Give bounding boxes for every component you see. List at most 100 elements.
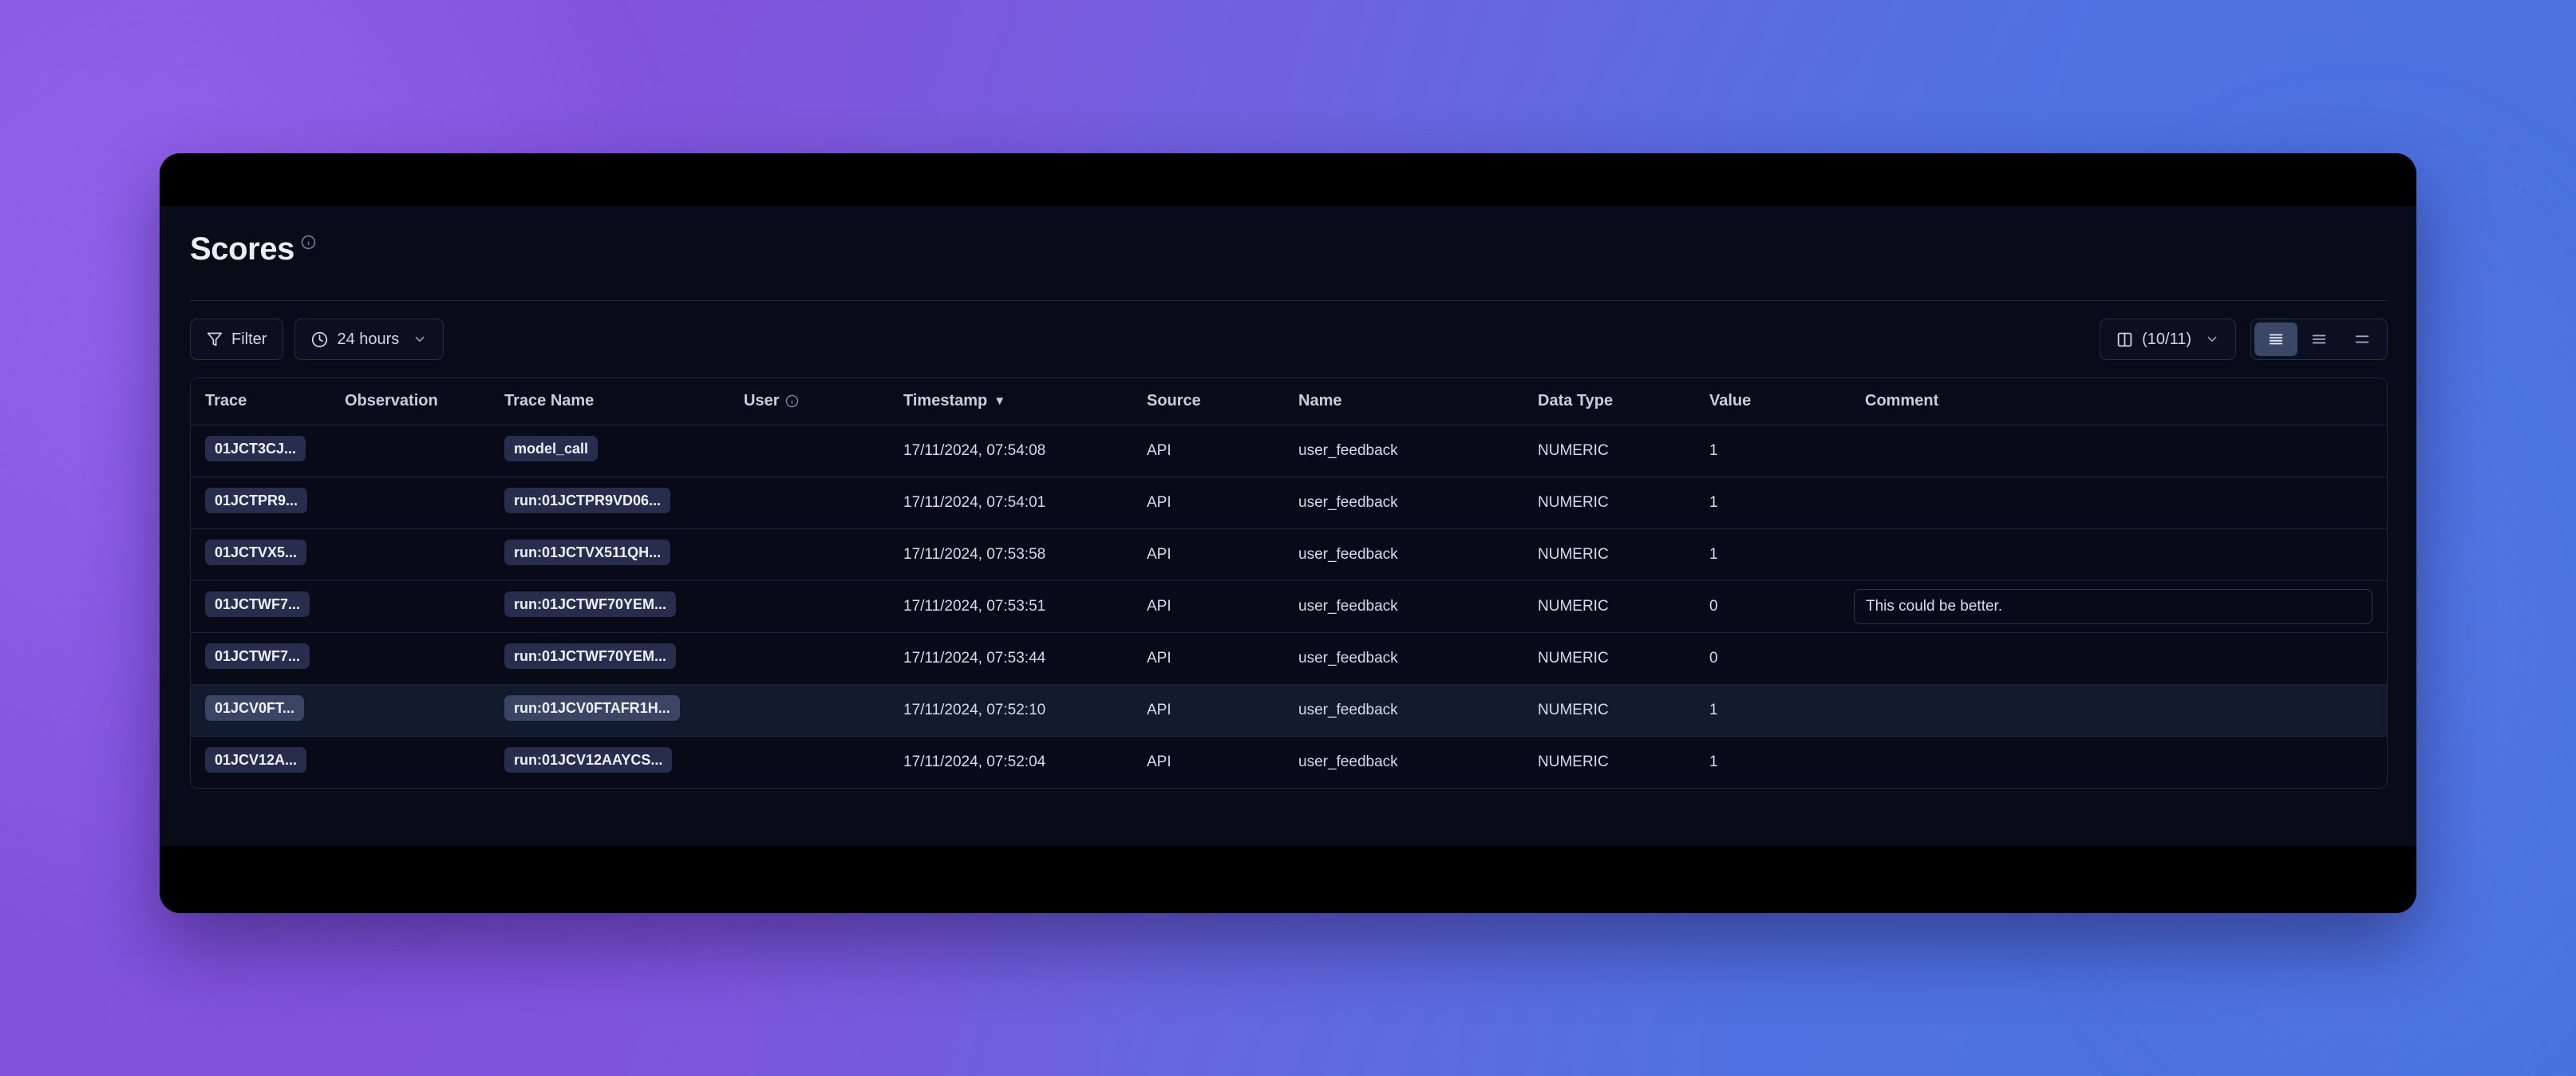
table-body: 01JCT3CJ... model_call 17/11/2024, 07:54:0… bbox=[191, 425, 2387, 788]
title-row: Scores bbox=[190, 233, 2388, 286]
column-header-name[interactable]: Name bbox=[1284, 378, 1523, 425]
data_type-value: NUMERIC bbox=[1538, 597, 1609, 615]
rows-medium-icon bbox=[2310, 330, 2328, 348]
table-cell-trace_name: run:01JCTVX511QH... bbox=[490, 528, 729, 581]
table-cell-trace: 01JCTVX5... bbox=[191, 528, 330, 581]
trace-chip[interactable]: 01JCTVX5... bbox=[205, 539, 307, 565]
column-visibility-dropdown[interactable]: (10/11) bbox=[2100, 318, 2236, 360]
table-cell-user bbox=[729, 736, 889, 788]
trace-chip[interactable]: 01JCT3CJ... bbox=[205, 435, 306, 461]
trace-chip[interactable]: 01JCTPR9... bbox=[205, 487, 308, 513]
table-cell-observation bbox=[330, 477, 490, 529]
column-header-data-type[interactable]: Data Type bbox=[1523, 378, 1695, 425]
column-header-source[interactable]: Source bbox=[1132, 378, 1284, 425]
table-cell-observation bbox=[330, 736, 490, 788]
trace_name-chip[interactable]: run:01JCTPR9VD06... bbox=[504, 487, 671, 513]
table-row[interactable]: 01JCV12A... run:01JCV12AAYCS... 17/11/2024… bbox=[191, 736, 2387, 788]
table-cell-trace_name: run:01JCV12AAYCS... bbox=[490, 736, 729, 788]
timestamp-value: 17/11/2024, 07:52:04 bbox=[903, 753, 1046, 770]
table-cell-observation bbox=[330, 632, 490, 685]
timestamp-value: 17/11/2024, 07:54:08 bbox=[903, 441, 1046, 459]
table-cell-data_type: NUMERIC bbox=[1523, 477, 1695, 529]
trace-chip[interactable]: 01JCV12A... bbox=[205, 746, 307, 773]
app-window: Scores bbox=[160, 153, 2416, 913]
column-header-observation[interactable]: Observation bbox=[330, 378, 490, 425]
column-header-label: Comment bbox=[1865, 392, 1939, 410]
column-header-label: Source bbox=[1147, 392, 1201, 410]
toolbar: Filter 24 hours bbox=[160, 301, 2416, 360]
info-circle-icon[interactable] bbox=[301, 235, 316, 250]
table-cell-comment: This could be better. bbox=[1851, 580, 2387, 633]
trace_name-chip[interactable]: run:01JCV0FTAFR1H... bbox=[504, 694, 680, 721]
data_type-value: NUMERIC bbox=[1538, 493, 1609, 511]
value-value: 1 bbox=[1709, 441, 1718, 459]
row-height-medium-button[interactable] bbox=[2297, 322, 2341, 356]
table-cell-data_type: NUMERIC bbox=[1523, 580, 1695, 633]
table-row[interactable]: 01JCT3CJ... model_call 17/11/2024, 07:54:0… bbox=[191, 425, 2387, 477]
table-cell-trace: 01JCT3CJ... bbox=[191, 425, 330, 477]
table-cell-source: API bbox=[1132, 736, 1284, 788]
table-row[interactable]: 01JCTPR9... run:01JCTPR9VD06... 17/11/2024… bbox=[191, 477, 2387, 529]
table-cell-value: 1 bbox=[1695, 477, 1851, 529]
table-cell-user bbox=[729, 632, 889, 685]
trace_name-chip[interactable]: run:01JCTWF70YEM... bbox=[504, 591, 677, 617]
table-cell-trace_name: run:01JCV0FTAFR1H... bbox=[490, 684, 729, 737]
trace_name-chip[interactable]: run:01JCTVX511QH... bbox=[504, 539, 671, 565]
table-row[interactable]: 01JCV0FT... run:01JCV0FTAFR1H... 17/11/202… bbox=[191, 684, 2387, 737]
table-cell-data_type: NUMERIC bbox=[1523, 736, 1695, 788]
table-cell-observation bbox=[330, 580, 490, 633]
column-header-value[interactable]: Value bbox=[1695, 378, 1851, 425]
row-height-small-button[interactable] bbox=[2254, 322, 2297, 356]
table-cell-comment bbox=[1851, 736, 2387, 788]
row-height-toggle-group bbox=[2250, 318, 2388, 360]
table-cell-user bbox=[729, 580, 889, 633]
name-value: user_feedback bbox=[1298, 753, 1398, 770]
table-cell-data_type: NUMERIC bbox=[1523, 632, 1695, 685]
table-cell-user bbox=[729, 425, 889, 477]
rows-small-icon bbox=[2267, 330, 2285, 348]
trace-chip[interactable]: 01JCTWF7... bbox=[205, 591, 310, 617]
column-header-label: Timestamp bbox=[903, 392, 988, 410]
column-header-label: Value bbox=[1709, 392, 1752, 410]
info-circle-icon[interactable] bbox=[785, 394, 799, 408]
table-cell-value: 0 bbox=[1695, 632, 1851, 685]
table-cell-value: 1 bbox=[1695, 528, 1851, 581]
trace_name-chip[interactable]: run:01JCV12AAYCS... bbox=[504, 746, 673, 773]
table-cell-name: user_feedback bbox=[1284, 580, 1523, 633]
page-header: Scores bbox=[160, 206, 2416, 301]
table-cell-source: API bbox=[1132, 425, 1284, 477]
timestamp-value: 17/11/2024, 07:53:51 bbox=[903, 597, 1046, 615]
timestamp-value: 17/11/2024, 07:53:58 bbox=[903, 545, 1046, 563]
header-divider bbox=[190, 300, 2388, 301]
source-value: API bbox=[1147, 545, 1171, 563]
comment-box[interactable]: This could be better. bbox=[1854, 588, 2373, 624]
column-header-trace-name[interactable]: Trace Name bbox=[490, 378, 729, 425]
table-cell-name: user_feedback bbox=[1284, 528, 1523, 581]
source-value: API bbox=[1147, 597, 1171, 615]
table-cell-name: user_feedback bbox=[1284, 684, 1523, 737]
source-value: API bbox=[1147, 493, 1171, 511]
value-value: 0 bbox=[1709, 649, 1718, 667]
table-cell-trace: 01JCTWF7... bbox=[191, 632, 330, 685]
column-header-label: Trace Name bbox=[504, 392, 595, 410]
filter-button[interactable]: Filter bbox=[190, 318, 284, 360]
trace-chip[interactable]: 01JCTWF7... bbox=[205, 643, 310, 669]
toolbar-right: (10/11) bbox=[2100, 318, 2388, 360]
trace_name-chip[interactable]: model_call bbox=[504, 435, 599, 461]
trace_name-chip[interactable]: run:01JCTWF70YEM... bbox=[504, 643, 677, 669]
sort-descending-icon[interactable]: ▼ bbox=[994, 394, 1006, 409]
table-cell-timestamp: 17/11/2024, 07:52:04 bbox=[889, 736, 1132, 788]
time-range-dropdown[interactable]: 24 hours bbox=[294, 318, 444, 360]
column-header-timestamp[interactable]: Timestamp ▼ bbox=[889, 378, 1132, 425]
column-header-comment[interactable]: Comment bbox=[1851, 378, 2387, 425]
table-row[interactable]: 01JCTVX5... run:01JCTVX511QH... 17/11/2024… bbox=[191, 528, 2387, 581]
data_type-value: NUMERIC bbox=[1538, 441, 1609, 459]
table-row[interactable]: 01JCTWF7... run:01JCTWF70YEM... 17/11/2024… bbox=[191, 632, 2387, 685]
column-header-trace[interactable]: Trace bbox=[191, 378, 330, 425]
table-row[interactable]: 01JCTWF7... run:01JCTWF70YEM... 17/11/2024… bbox=[191, 580, 2387, 633]
trace-chip[interactable]: 01JCV0FT... bbox=[205, 694, 305, 721]
row-height-large-button[interactable] bbox=[2341, 322, 2384, 356]
table-cell-comment bbox=[1851, 684, 2387, 737]
window-titlebar bbox=[160, 153, 2416, 206]
column-header-user[interactable]: User bbox=[729, 378, 889, 425]
